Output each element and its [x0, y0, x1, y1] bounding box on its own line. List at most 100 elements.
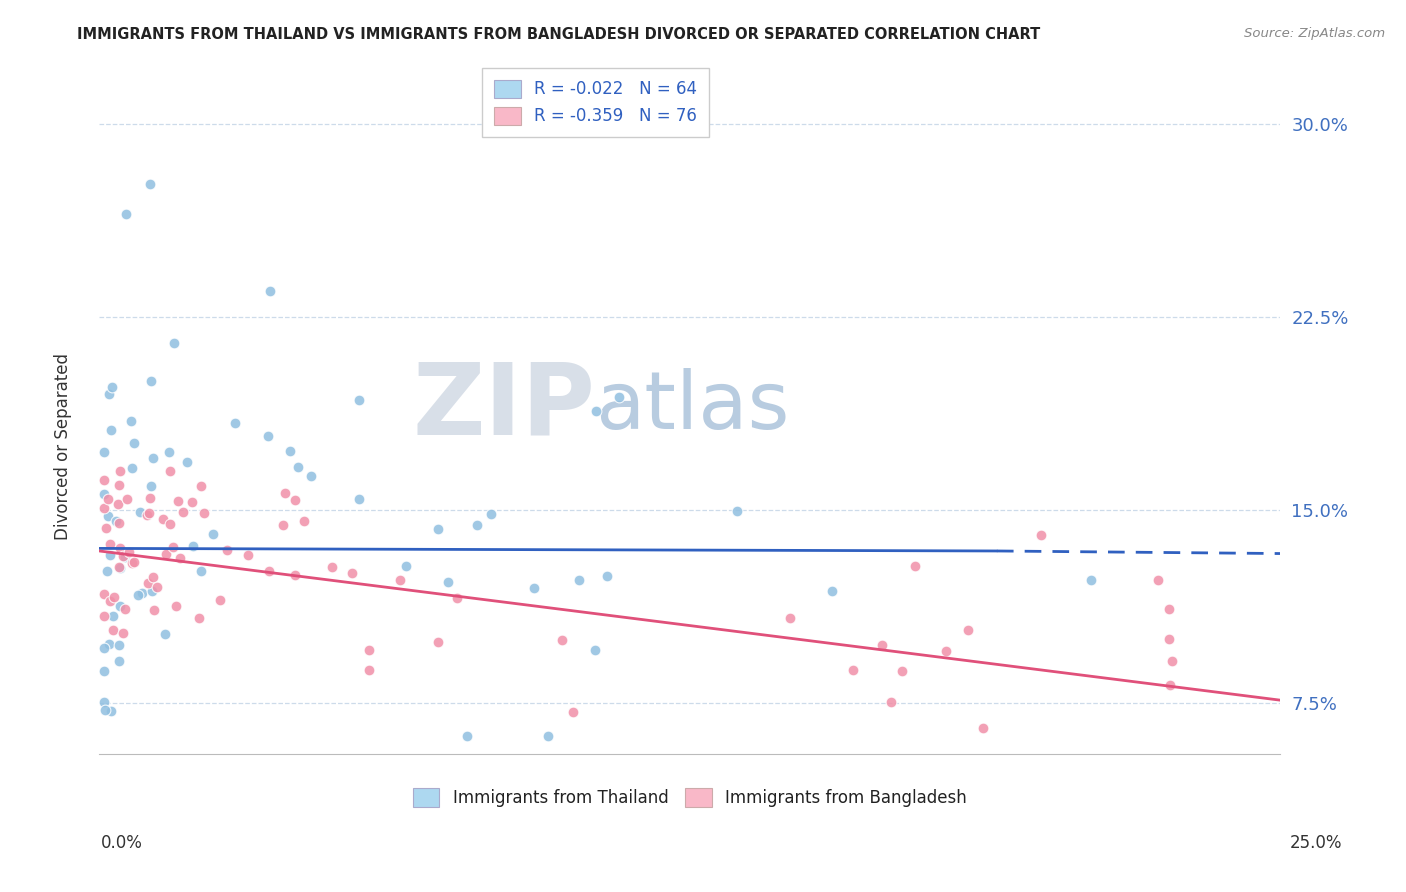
Point [110, 541, 132, 556]
Point [100, 423, 122, 437]
Point [284, 493, 307, 508]
Point [357, 643, 380, 657]
Point [426, 523, 449, 537]
Point [596, 569, 619, 583]
Point [165, 599, 187, 614]
Point [115, 207, 138, 221]
Point [101, 624, 124, 638]
Point [136, 508, 159, 522]
Point [108, 516, 131, 530]
Point [224, 417, 246, 431]
Point [169, 551, 191, 566]
Point [129, 505, 152, 519]
Point [159, 464, 181, 478]
Point [568, 573, 591, 587]
Point [100, 704, 122, 718]
Point [94, 703, 117, 717]
Point [98, 636, 121, 650]
Point [395, 559, 418, 574]
Point [347, 393, 370, 408]
Point [1146, 574, 1168, 588]
Point [103, 590, 125, 604]
Point [97, 491, 120, 506]
Point [181, 539, 204, 553]
Point [115, 492, 138, 507]
Point [202, 527, 225, 541]
Point [107, 497, 129, 511]
Point [359, 663, 381, 677]
Point [180, 495, 202, 509]
Point [120, 414, 142, 428]
Point [292, 514, 315, 528]
Point [139, 491, 162, 506]
Point [1080, 573, 1102, 587]
Point [121, 556, 143, 570]
Point [259, 284, 281, 298]
Point [108, 599, 131, 614]
Point [274, 486, 297, 500]
Point [284, 568, 307, 582]
Point [446, 591, 468, 606]
Point [108, 560, 131, 574]
Point [96, 564, 118, 578]
Point [112, 549, 135, 563]
Point [176, 455, 198, 469]
Point [94, 521, 117, 535]
Point [725, 504, 748, 518]
Point [891, 665, 914, 679]
Point [155, 547, 177, 561]
Point [157, 445, 180, 459]
Point [972, 722, 994, 736]
Point [138, 506, 160, 520]
Point [208, 593, 231, 607]
Point [93, 487, 115, 501]
Text: ZIP: ZIP [412, 359, 595, 456]
Point [257, 429, 280, 443]
Point [122, 436, 145, 450]
Point [114, 549, 136, 564]
Point [107, 560, 129, 574]
Point [118, 545, 141, 559]
Point [426, 635, 449, 649]
Point [98, 548, 121, 562]
Point [1159, 678, 1181, 692]
Point [100, 537, 122, 551]
Point [583, 643, 606, 657]
Point [108, 654, 131, 668]
Point [562, 705, 585, 719]
Point [436, 574, 458, 589]
Point [465, 518, 488, 533]
Point [841, 663, 863, 677]
Point [108, 464, 131, 478]
Text: atlas: atlas [595, 368, 790, 446]
Point [172, 505, 194, 519]
Text: 0.0%: 0.0% [101, 834, 143, 852]
Point [141, 478, 163, 492]
Point [93, 695, 115, 709]
Point [93, 444, 115, 458]
Point [1161, 655, 1184, 669]
Point [193, 506, 215, 520]
Point [98, 594, 121, 608]
Point [481, 508, 503, 522]
Point [163, 335, 186, 350]
Point [870, 638, 893, 652]
Point [93, 608, 115, 623]
Point [347, 492, 370, 507]
Point [159, 517, 181, 532]
Point [121, 461, 143, 475]
Point [93, 640, 115, 655]
Point [153, 626, 176, 640]
Point [105, 514, 128, 528]
Point [257, 564, 280, 578]
Point [236, 548, 259, 562]
Point [136, 575, 159, 590]
Point [101, 608, 124, 623]
Point [122, 555, 145, 569]
Point [585, 404, 607, 418]
Point [456, 729, 478, 743]
Point [287, 459, 309, 474]
Point [1031, 527, 1053, 541]
Point [127, 588, 149, 602]
Legend: Immigrants from Thailand, Immigrants from Bangladesh: Immigrants from Thailand, Immigrants fro… [405, 780, 976, 815]
